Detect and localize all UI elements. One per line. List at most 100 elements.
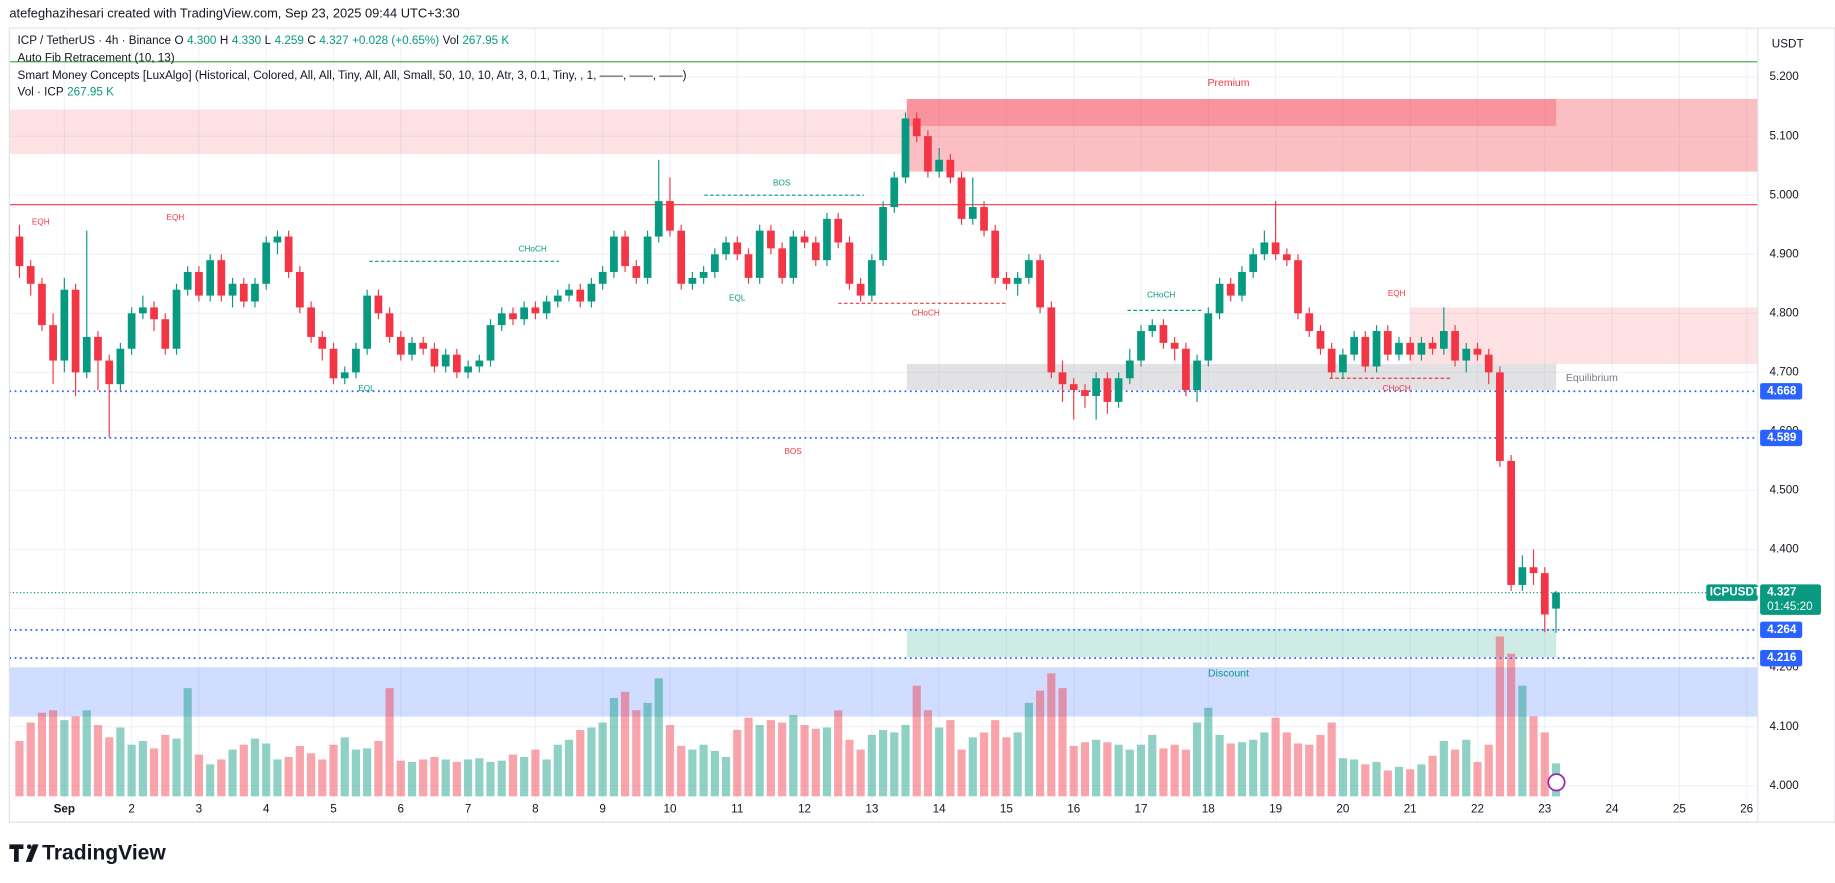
candle-body	[1069, 384, 1078, 391]
volume-bar	[1069, 745, 1078, 797]
x-tick-label: 19	[1269, 802, 1282, 815]
volume-bar	[262, 743, 271, 797]
volume-bar	[1271, 717, 1280, 797]
volume-bar	[1215, 734, 1224, 797]
level-label-bg	[1760, 621, 1803, 639]
volume-bar	[1540, 732, 1549, 797]
candle-body	[206, 260, 215, 296]
candle-body	[744, 254, 753, 278]
candle-body	[318, 336, 327, 349]
candle-body	[946, 159, 955, 178]
annotation: Premium	[1207, 77, 1249, 89]
volume-bar	[1406, 769, 1415, 797]
candle-body	[1540, 573, 1549, 615]
zone	[9, 667, 1758, 717]
candle-body	[273, 236, 282, 243]
volume-bar	[733, 729, 742, 797]
volume-bar	[363, 748, 372, 797]
y-tick-label: 5.200	[1769, 70, 1799, 83]
candle-body	[789, 236, 798, 278]
zone	[906, 98, 1758, 172]
candle-body	[1305, 313, 1314, 332]
candle-body	[901, 118, 910, 178]
x-tick-label: 2	[128, 802, 135, 815]
y-tick-label: 4.500	[1769, 484, 1799, 497]
volume-bar	[923, 710, 933, 797]
annotation: CHoCH	[912, 308, 940, 317]
volume-bar	[475, 758, 484, 797]
volume-bar	[834, 710, 843, 797]
candle-body	[935, 159, 944, 172]
volume-bar	[890, 732, 899, 797]
x-tick-label: 13	[865, 802, 878, 815]
change: +0.028 (+0.65%)	[352, 34, 439, 47]
last-price-bg	[1760, 584, 1821, 615]
candle-body	[1193, 360, 1201, 391]
volume-bar	[1013, 732, 1022, 797]
ohlc-key: C	[307, 34, 315, 47]
candle-body	[587, 283, 596, 302]
candle-body	[1294, 260, 1302, 314]
candle-body	[1473, 348, 1482, 355]
level-label: 4.668	[1767, 384, 1797, 397]
candle-body	[396, 336, 405, 355]
candle-body	[845, 242, 854, 284]
volume-bar	[1002, 737, 1011, 797]
replay-icon	[1547, 773, 1566, 792]
candle-body	[1406, 342, 1415, 355]
volume-bar	[1181, 749, 1191, 797]
volume-bar	[430, 756, 439, 797]
countdown: 01:45:20	[1767, 600, 1813, 613]
volume-bar	[912, 685, 921, 797]
candle-body	[912, 118, 921, 137]
volume-bar	[273, 759, 282, 797]
symbol-tag: ICPUSDT	[1710, 586, 1762, 599]
volume-bar	[1159, 748, 1168, 797]
volume-bar	[508, 754, 518, 797]
candle-body	[509, 313, 517, 320]
volume-bar	[1473, 761, 1482, 797]
candle-body	[1484, 354, 1493, 373]
candle-body	[441, 354, 450, 367]
candle-body	[1518, 567, 1527, 585]
candle-body	[924, 136, 932, 172]
candle-body	[15, 236, 24, 267]
ohlc-value: 4.300	[187, 34, 217, 47]
candle-body	[430, 348, 439, 367]
candle-body	[980, 207, 988, 231]
candle-body	[1002, 277, 1011, 284]
volume-bar	[935, 727, 944, 797]
candle-body	[1327, 348, 1336, 373]
candle-body	[968, 207, 977, 219]
volume-bar	[564, 739, 574, 797]
volume-bar	[15, 741, 24, 797]
volume-bar	[721, 756, 731, 797]
volume-bar	[419, 759, 428, 797]
candle-body	[1395, 342, 1403, 355]
candle-body	[688, 277, 697, 284]
volume-bar	[138, 741, 147, 797]
volume-bar	[688, 749, 697, 797]
candle-body	[1439, 331, 1448, 349]
x-tick-label: 15	[1000, 802, 1013, 815]
x-tick-label: 9	[599, 802, 606, 815]
candle-body	[71, 289, 80, 373]
candle-body	[722, 242, 730, 255]
frame	[8, 27, 1835, 823]
vol-line-value: 267.95 K	[67, 86, 114, 99]
volume-bar	[766, 720, 776, 797]
volume-bar	[856, 749, 865, 797]
candle-body	[1226, 283, 1235, 296]
annotation: CHoCH	[1383, 384, 1411, 393]
candle-body	[116, 348, 125, 385]
candle-body	[531, 307, 540, 314]
candle-body	[1182, 348, 1190, 391]
candle-body	[666, 201, 674, 231]
candle-body	[823, 218, 831, 261]
candle-body	[1137, 331, 1145, 361]
candle-body	[262, 242, 271, 284]
candle-body	[183, 271, 192, 290]
volume-bar	[609, 697, 619, 797]
